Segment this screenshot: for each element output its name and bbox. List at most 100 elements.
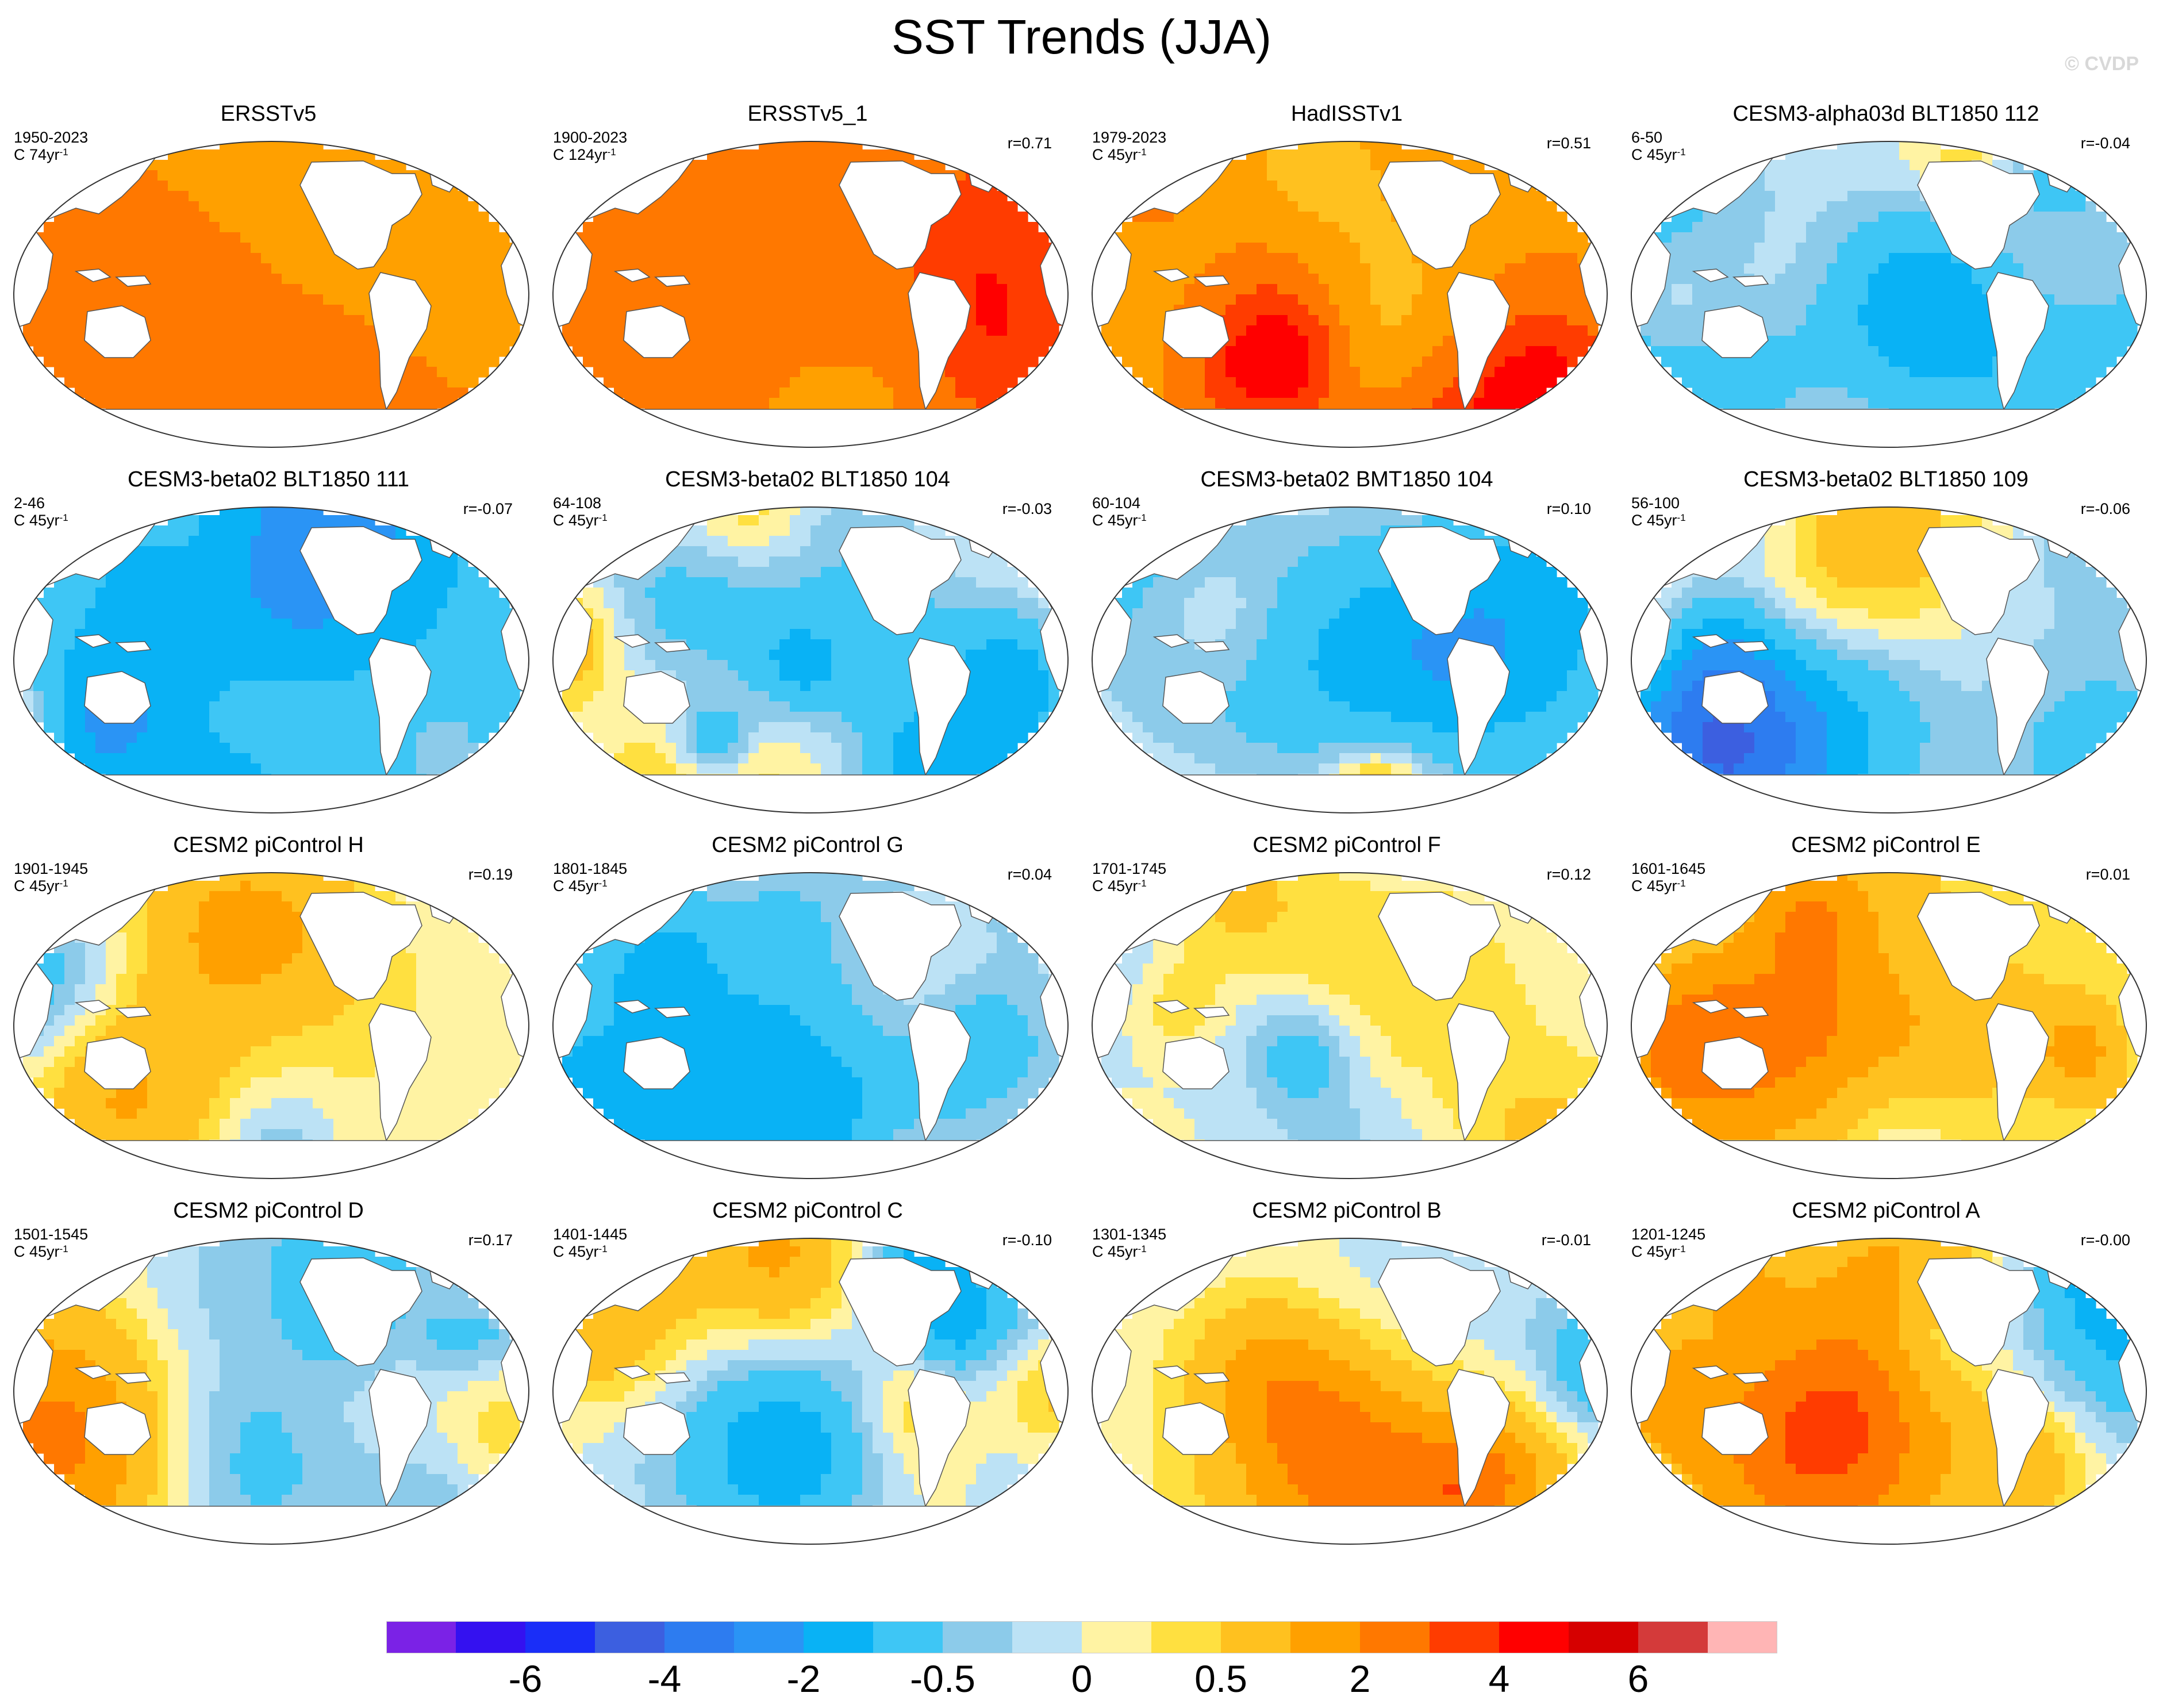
land-mass [623,1037,690,1089]
colorbar-swatch [943,1621,1013,1653]
colorbar-tick-label: -2 [786,1657,821,1700]
panel-period: C 45yr [1631,877,1677,895]
panel-period: C 124yr [553,146,608,163]
panel-period: C 45yr [14,512,60,529]
map-border [13,141,529,448]
panel: CESM2 piControl D 1501-1545 C 45yr-1 r=0.17 [7,1198,530,1549]
colorbar-swatch [456,1621,526,1653]
land-mass [74,268,112,282]
land-mass [1152,1365,1190,1379]
panel-years: 6-50 [1631,129,1663,146]
panel-title: CESM3-beta02 BLT1850 109 [1743,467,2028,492]
land-mass [908,638,971,776]
land-mass [1162,305,1230,358]
land-mass [14,1506,529,1544]
land-mass [839,526,962,635]
panel-years: 64-108 [553,494,602,512]
land-mass [1917,892,2040,1001]
panel: CESM3-beta02 BLT1850 104 64-108 C 45yr-1 r=… [546,467,1069,817]
map-border [552,872,1069,1179]
land-mass [613,634,651,648]
panel-map [552,1238,1069,1545]
land-mass [1986,272,2049,410]
map-border [1631,506,2147,813]
land-mass [84,1037,151,1089]
map-border [1631,141,2147,448]
map-border [1092,872,1608,1179]
land-mass [114,275,152,287]
panel-units: C 45yr-1 [1631,1243,1686,1260]
panel-title: CESM3-beta02 BMT1850 104 [1200,467,1493,492]
colorbar-swatch [734,1621,804,1653]
colorbar-swatch [386,1621,456,1653]
land-mass [839,892,962,1001]
page-title: SST Trends (JJA) [891,10,1272,64]
land-mass [1631,1506,2146,1544]
panel-period: C 45yr [1092,512,1138,529]
colorbar-swatch [525,1621,596,1653]
panel-title: CESM2 piControl E [1791,833,1981,857]
panel-units: C 45yr-1 [1092,146,1147,163]
panel-years: 2-46 [14,494,45,512]
panel-period: C 45yr [1631,512,1677,529]
land-mass [1631,774,2146,813]
land-mass [1631,409,2146,447]
panel-title: ERSSTv5 [220,102,317,126]
land-mass [623,305,690,358]
land-mass [1701,671,1769,724]
land-mass [299,526,422,635]
land-mass [1447,272,1510,410]
panel-period: C 45yr [1092,877,1138,895]
land-mass [1378,1257,1501,1367]
panel-years: 1301-1345 [1092,1226,1167,1243]
colorbar-swatch [1012,1621,1082,1653]
land-mass [14,774,529,813]
map-border [1092,1238,1608,1545]
land-mass [74,1365,112,1379]
land-mass [1732,1372,1769,1384]
panel-correlation: r=-0.07 [463,500,513,517]
panel-title: ERSSTv5_1 [747,102,868,126]
land-mass [74,1000,112,1014]
map-border [13,506,529,813]
land-mass [114,641,152,653]
panel: CESM3-beta02 BMT1850 104 60-104 C 45yr-1 r=… [1085,467,1608,817]
panel: HadISSTv1 1979-2023 C 45yr-1 r=0.51 [1085,101,1608,452]
panel-map [1092,506,1608,813]
land-mass [299,892,422,1001]
panel-correlation: r=0.71 [1007,135,1052,152]
land-mass [1692,1000,1729,1014]
panel-title: CESM2 piControl B [1252,1199,1442,1223]
land-mass [839,160,962,270]
panel-map [13,506,529,813]
map-border [552,506,1069,813]
panel-period: C 45yr [1092,146,1138,163]
land-mass [1378,160,1501,270]
panel-correlation: r=-0.03 [1002,500,1052,517]
map-border [552,141,1069,448]
panel-units: C 45yr-1 [1092,1243,1147,1260]
panel-correlation: r=-0.06 [2080,500,2130,517]
colorbar-swatch [1499,1621,1569,1653]
panel-period: C 45yr [553,1243,599,1260]
panel-map [1092,872,1608,1179]
land-mass [1701,1037,1769,1089]
panel-units: C 45yr-1 [14,512,68,529]
land-mass [84,305,151,358]
colorbar-swatch [1360,1621,1430,1653]
panel-correlation: r=0.10 [1546,500,1591,517]
land-mass [613,1365,651,1379]
colorbar-tick-label: 0.5 [1194,1657,1247,1700]
panel-period: C 45yr [1092,1243,1138,1260]
land-mass [908,272,971,410]
land-mass [1092,409,1607,447]
land-mass [1152,1000,1190,1014]
panel-years: 1401-1445 [553,1226,628,1243]
panel-map [552,872,1069,1179]
panel-map [1631,506,2147,813]
land-mass [114,1007,152,1018]
colorbar-tick-label: -4 [647,1657,682,1700]
land-mass [1692,268,1729,282]
panel-title: CESM2 piControl C [712,1199,903,1223]
land-mass [1732,1007,1769,1018]
